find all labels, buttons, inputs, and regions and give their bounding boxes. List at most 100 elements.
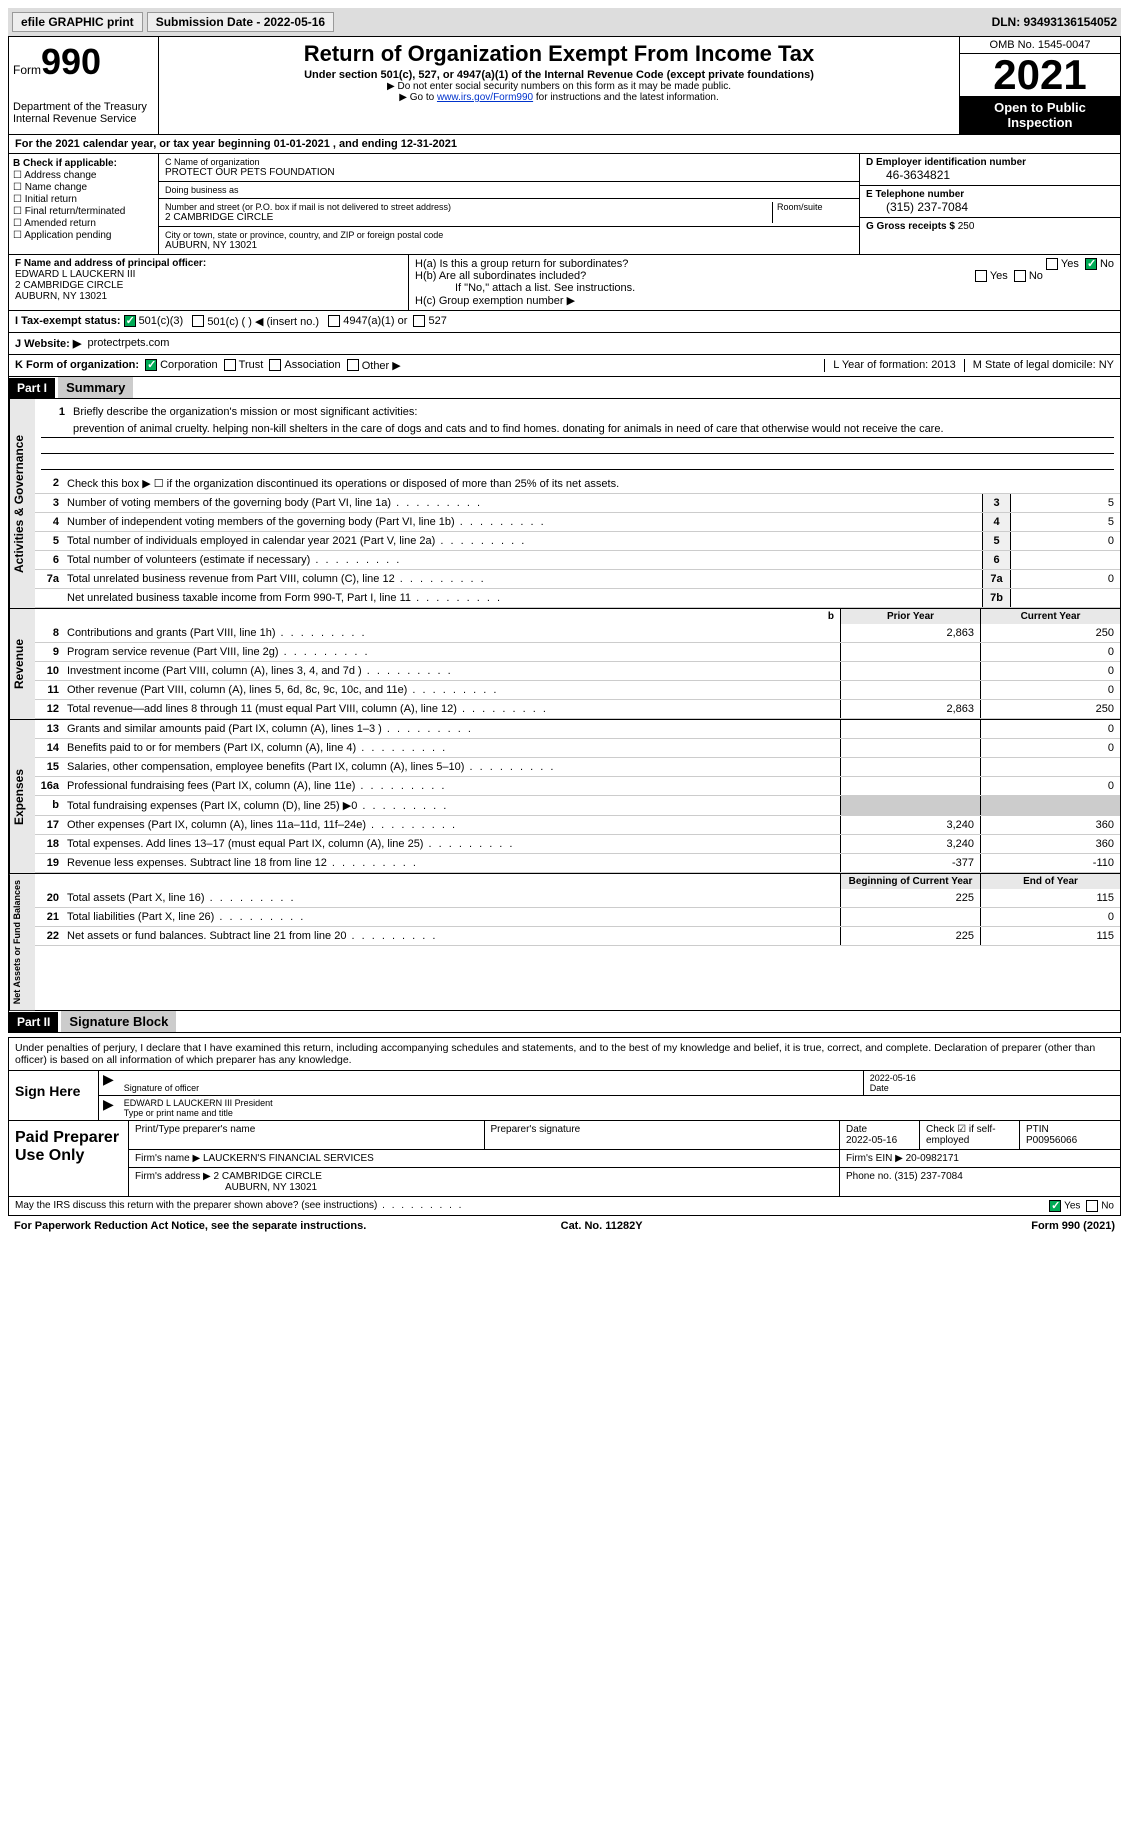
may-no-chk[interactable] xyxy=(1086,1200,1098,1212)
officer-addr2: AUBURN, NY 13021 xyxy=(15,291,402,302)
i-501c-chk[interactable] xyxy=(192,315,204,327)
table-row: bTotal fundraising expenses (Part IX, co… xyxy=(35,796,1120,816)
footer-catno: Cat. No. 11282Y xyxy=(561,1220,643,1232)
part2-title: Signature Block xyxy=(61,1011,176,1032)
line-i: I Tax-exempt status: 501(c)(3) 501(c) ( … xyxy=(8,311,1121,333)
street-addr: 2 CAMBRIDGE CIRCLE xyxy=(165,212,768,223)
mission-text: prevention of animal cruelty. helping no… xyxy=(41,421,1114,438)
dln-text: DLN: 93493136154052 xyxy=(992,15,1117,29)
phone-value: (315) 237-7084 xyxy=(866,200,1114,214)
irs-label: Internal Revenue Service xyxy=(13,113,154,125)
k-other-chk[interactable] xyxy=(347,359,359,371)
table-row: 12Total revenue—add lines 8 through 11 (… xyxy=(35,700,1120,719)
table-row: 10Investment income (Part VIII, column (… xyxy=(35,662,1120,681)
header-right-block: OMB No. 1545-0047 2021 Open to Public In… xyxy=(960,37,1120,134)
table-row: 8Contributions and grants (Part VIII, li… xyxy=(35,624,1120,643)
footer-left: For Paperwork Reduction Act Notice, see … xyxy=(14,1220,366,1232)
efile-badge: efile GRAPHIC print xyxy=(12,12,143,32)
k-label: K Form of organization: xyxy=(15,359,139,372)
table-row: 9Program service revenue (Part VIII, lin… xyxy=(35,643,1120,662)
i-527-chk[interactable] xyxy=(413,315,425,327)
chk-amended[interactable]: ☐ Amended return xyxy=(13,218,154,229)
col-end-year: End of Year xyxy=(980,874,1120,889)
table-row: 21Total liabilities (Part X, line 26)0 xyxy=(35,908,1120,927)
firm-addr2: AUBURN, NY 13021 xyxy=(135,1182,317,1193)
chk-name-change[interactable]: ☐ Name change xyxy=(13,182,154,193)
dept-label: Department of the Treasury xyxy=(13,101,154,113)
ssn-note: ▶ Do not enter social security numbers o… xyxy=(163,81,955,92)
section-h: H(a) Is this a group return for subordin… xyxy=(409,255,1120,310)
col-begin-year: Beginning of Current Year xyxy=(840,874,980,889)
goto-pre: ▶ Go to xyxy=(399,92,437,103)
part1-title: Summary xyxy=(58,377,133,398)
sig-intro: Under penalties of perjury, I declare th… xyxy=(9,1038,1120,1070)
chk-address-change[interactable]: ☐ Address change xyxy=(13,170,154,181)
hb-yes-chk[interactable] xyxy=(975,270,987,282)
vlabel-expenses: Expenses xyxy=(9,720,35,873)
prep-date: 2022-05-16 xyxy=(846,1135,897,1146)
room-label: Room/suite xyxy=(777,202,853,212)
table-row: 6Total number of volunteers (estimate if… xyxy=(35,551,1120,570)
firm-phone: (315) 237-7084 xyxy=(894,1171,962,1182)
k-assoc-chk[interactable] xyxy=(269,359,281,371)
form-word: Form xyxy=(13,63,41,77)
may-yes-chk[interactable] xyxy=(1049,1200,1061,1212)
arrow-icon: ▶ xyxy=(99,1071,118,1095)
mission-label: Briefly describe the organization's miss… xyxy=(69,403,1114,421)
self-employed-chk[interactable]: Check ☑ if self-employed xyxy=(920,1121,1020,1149)
gross-value: 250 xyxy=(958,221,975,232)
paid-preparer-label: Paid Preparer Use Only xyxy=(9,1121,129,1196)
city-label: City or town, state or province, country… xyxy=(165,230,853,240)
submission-date-btn[interactable]: Submission Date - 2022-05-16 xyxy=(147,12,334,32)
col-current-year: Current Year xyxy=(980,609,1120,624)
table-row: 5Total number of individuals employed in… xyxy=(35,532,1120,551)
i-501c3-chk[interactable] xyxy=(124,315,136,327)
i-4947-chk[interactable] xyxy=(328,315,340,327)
j-label: J Website: ▶ xyxy=(15,337,81,350)
vlabel-activities: Activities & Governance xyxy=(9,399,35,608)
vlabel-revenue: Revenue xyxy=(9,609,35,719)
sig-date-label: Date xyxy=(870,1083,889,1093)
ein-label: D Employer identification number xyxy=(866,157,1114,168)
sig-officer-label: Signature of officer xyxy=(124,1083,199,1093)
firm-ein: 20-0982171 xyxy=(906,1153,959,1164)
hb-no-chk[interactable] xyxy=(1014,270,1026,282)
firm-addr1: 2 CAMBRIDGE CIRCLE xyxy=(214,1171,322,1182)
section-f: F Name and address of principal officer:… xyxy=(9,255,409,310)
ha-label: H(a) Is this a group return for subordin… xyxy=(415,258,628,270)
state-domicile: M State of legal domicile: NY xyxy=(964,359,1114,372)
officer-printed-name: EDWARD L LAUCKERN III President xyxy=(124,1098,273,1108)
vlabel-netassets: Net Assets or Fund Balances xyxy=(9,874,35,1010)
chk-final-return[interactable]: ☐ Final return/terminated xyxy=(13,206,154,217)
ha-yes-chk[interactable] xyxy=(1046,258,1058,270)
year-formation: L Year of formation: 2013 xyxy=(824,359,956,372)
arrow-icon: ▶ xyxy=(99,1096,118,1120)
line-k: K Form of organization: Corporation Trus… xyxy=(8,355,1121,377)
gross-label: G Gross receipts $ xyxy=(866,221,955,232)
irs-link[interactable]: www.irs.gov/Form990 xyxy=(437,92,533,103)
section-de: D Employer identification number 46-3634… xyxy=(860,154,1120,254)
firm-name: LAUCKERN'S FINANCIAL SERVICES xyxy=(203,1153,374,1164)
table-row: 19Revenue less expenses. Subtract line 1… xyxy=(35,854,1120,873)
ein-value: 46-3634821 xyxy=(866,168,1114,182)
tax-year: 2021 xyxy=(960,54,1120,96)
table-row: 4Number of independent voting members of… xyxy=(35,513,1120,532)
name-title-label: Type or print name and title xyxy=(124,1108,233,1118)
chk-app-pending[interactable]: ☐ Application pending xyxy=(13,230,154,241)
table-row: 3Number of voting members of the governi… xyxy=(35,494,1120,513)
prep-name-label: Print/Type preparer's name xyxy=(129,1121,485,1149)
k-corp-chk[interactable] xyxy=(145,359,157,371)
officer-name: EDWARD L LAUCKERN III xyxy=(15,269,402,280)
section-c: C Name of organization PROTECT OUR PETS … xyxy=(159,154,860,254)
line-j: J Website: ▶ protectrpets.com xyxy=(8,333,1121,355)
part2-badge: Part II xyxy=(9,1012,58,1032)
part1-badge: Part I xyxy=(9,378,55,398)
table-row: 16aProfessional fundraising fees (Part I… xyxy=(35,777,1120,796)
table-row: 22Net assets or fund balances. Subtract … xyxy=(35,927,1120,946)
k-trust-chk[interactable] xyxy=(224,359,236,371)
table-row: 13Grants and similar amounts paid (Part … xyxy=(35,720,1120,739)
dba-label: Doing business as xyxy=(165,185,853,195)
f-label: F Name and address of principal officer: xyxy=(15,258,402,269)
ha-no-chk[interactable] xyxy=(1085,258,1097,270)
chk-initial-return[interactable]: ☐ Initial return xyxy=(13,194,154,205)
